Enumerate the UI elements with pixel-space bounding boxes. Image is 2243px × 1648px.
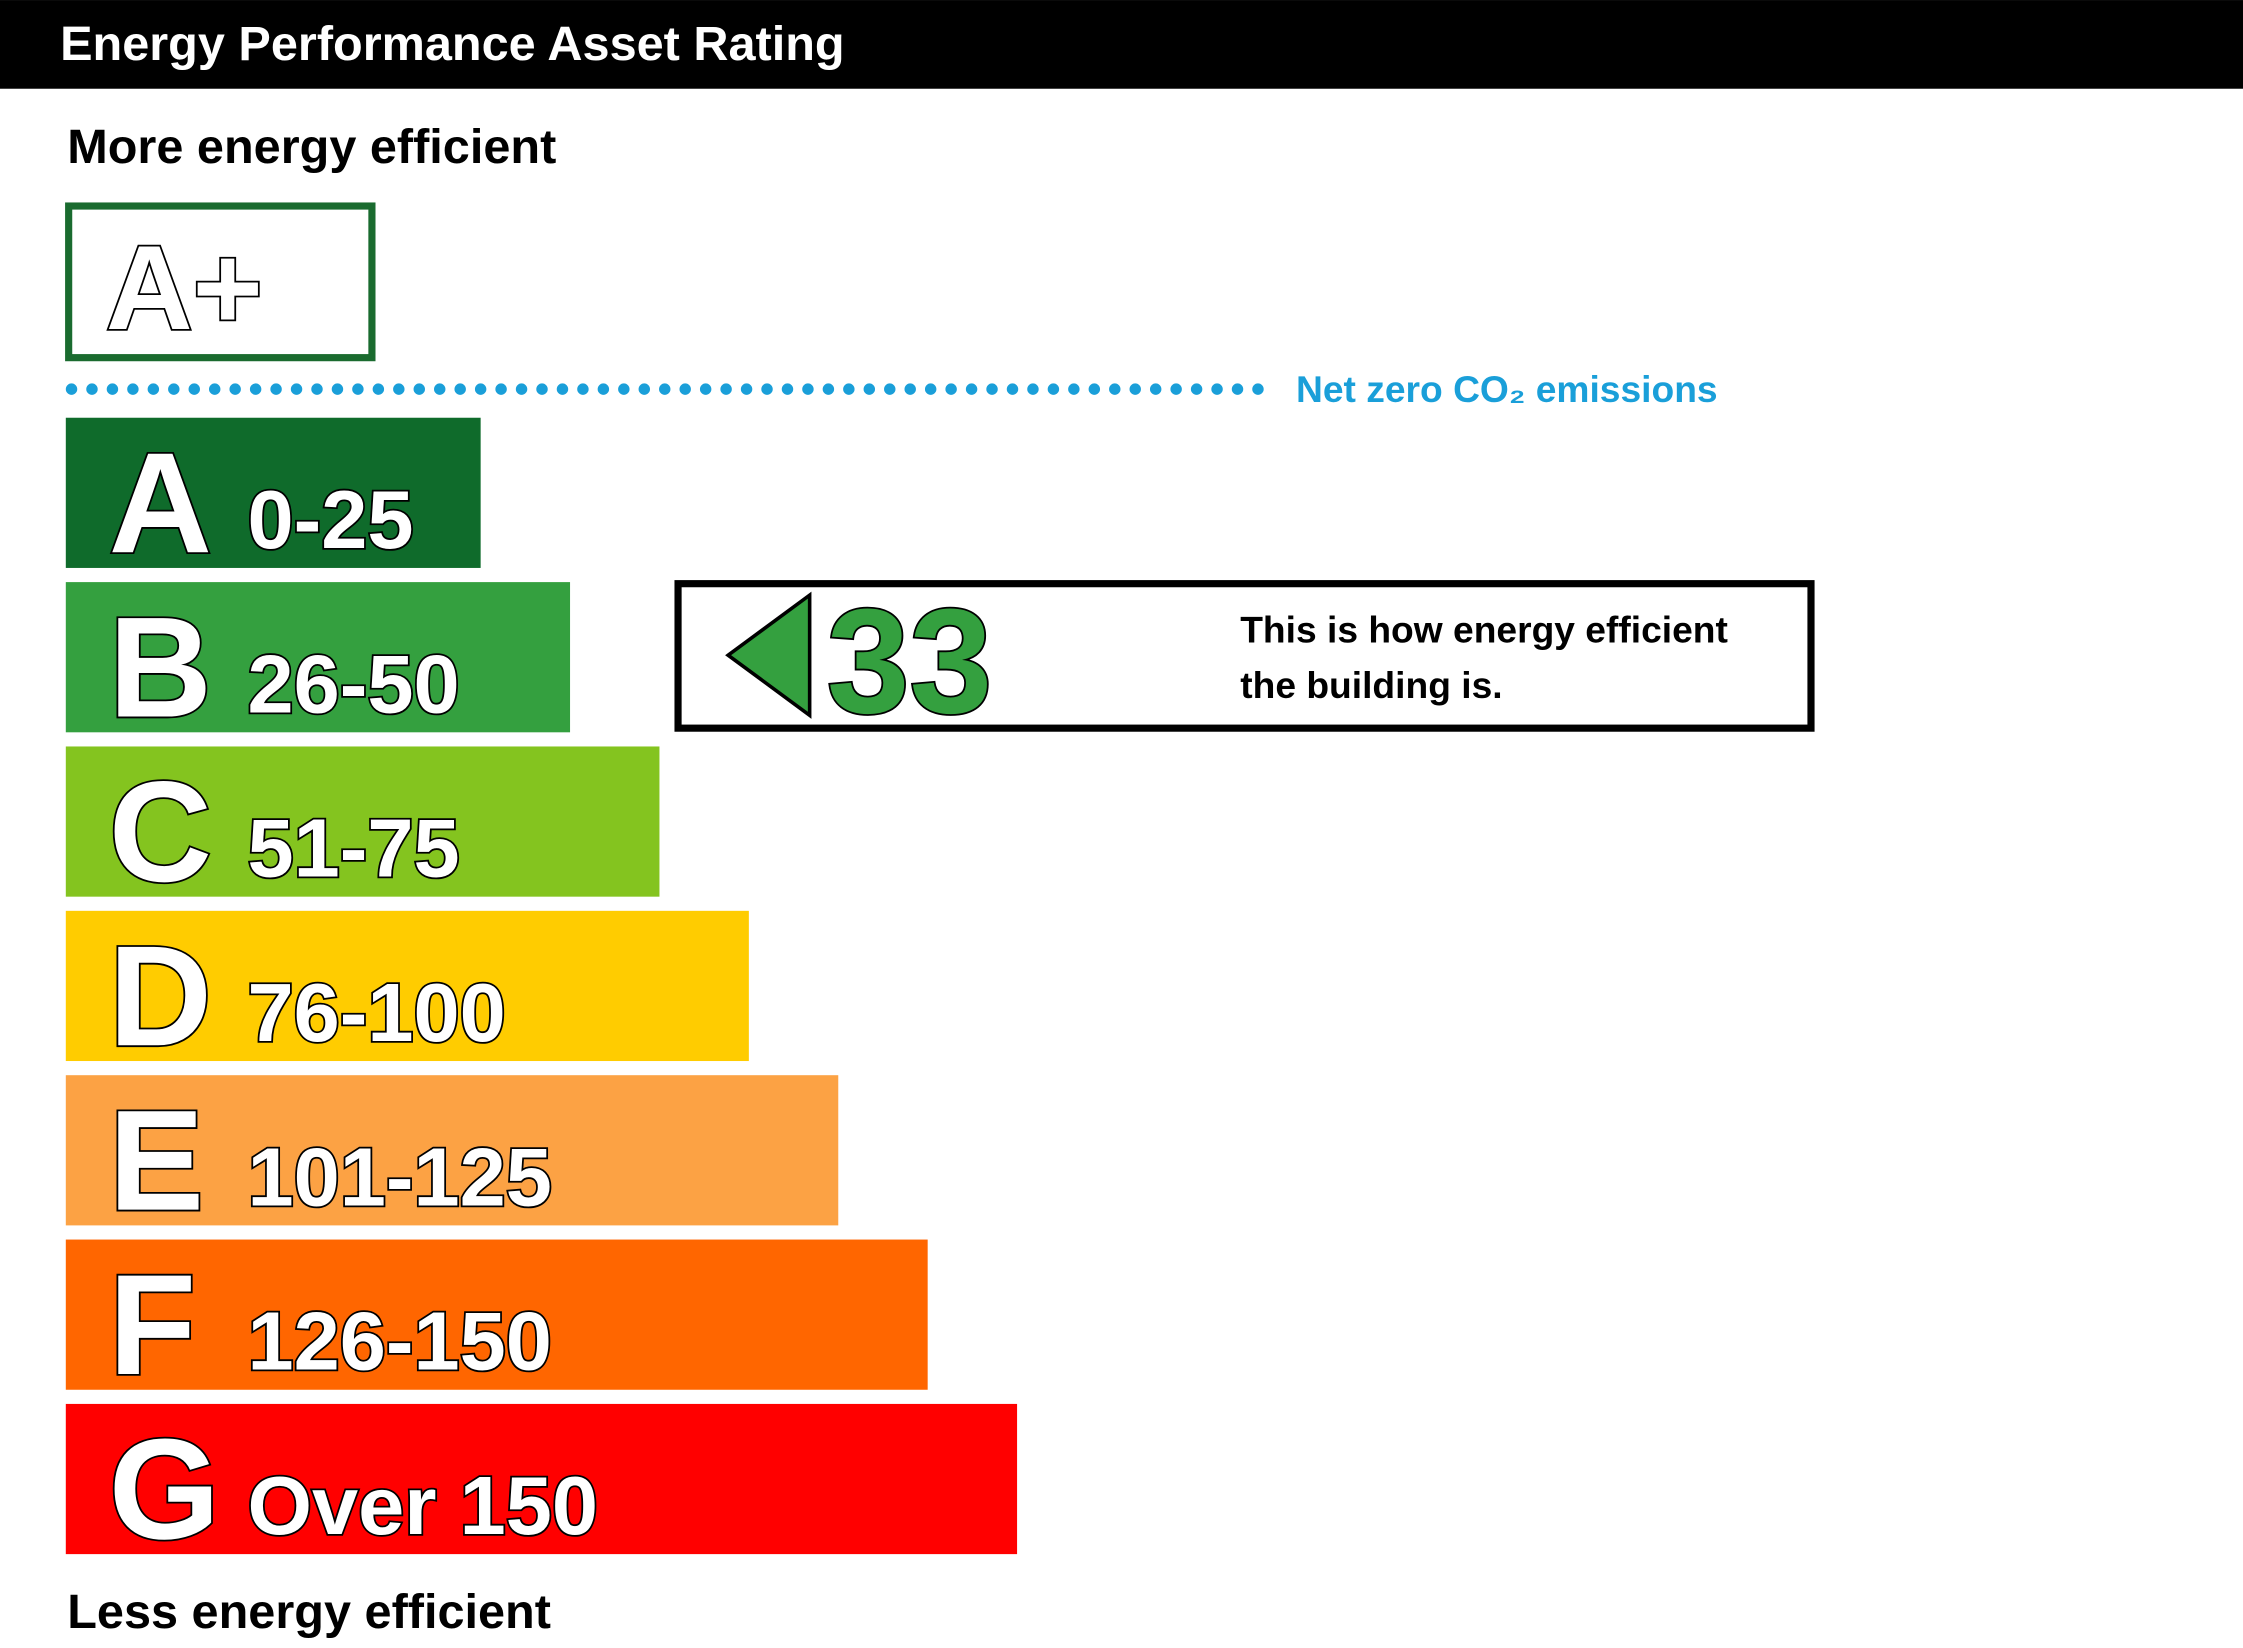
rating-description: This is how energy efficient [1240, 608, 1728, 650]
rating-description: the building is. [1240, 664, 1502, 706]
band-range: 76-100 [247, 966, 505, 1059]
band-range: 26-50 [247, 637, 459, 730]
band-bar [65, 746, 660, 897]
band-bar [65, 910, 749, 1062]
band-letter: G [109, 1410, 220, 1569]
band-bar [65, 417, 481, 568]
band-letter: D [109, 917, 212, 1076]
band-bar [65, 1239, 928, 1390]
rating-box [674, 580, 1815, 732]
a-plus-box [65, 202, 376, 362]
band-range: 126-150 [247, 1295, 551, 1388]
band-letter: E [109, 1082, 204, 1241]
rating-value: 33 [827, 577, 992, 744]
bands: A 0-25 B 26-50 C 51-75 D 76-100 E 101-125 F 126-150… [65, 417, 1018, 1571]
band-letter: B [109, 589, 212, 748]
top-label: More energy efficient [67, 120, 556, 174]
header-title: Energy Performance Asset Rating [60, 17, 845, 71]
band-range: 0-25 [247, 473, 413, 566]
band-letter: C [109, 753, 212, 912]
band-letter: A [109, 424, 212, 583]
band-range: Over 150 [247, 1459, 598, 1552]
bottom-label: Less energy efficient [67, 1585, 551, 1639]
band-bar [65, 1403, 1018, 1555]
net-zero-label: Net zero CO₂ emissions [1296, 368, 1718, 410]
band-bar [65, 1075, 839, 1226]
band-range: 51-75 [247, 802, 459, 895]
band-range: 101-125 [247, 1130, 551, 1223]
rating-arrow [725, 591, 812, 719]
a-plus-letter: A+ [106, 221, 263, 355]
header-bar [0, 0, 2243, 89]
band-letter: F [109, 1246, 196, 1405]
band-bar [65, 582, 571, 733]
